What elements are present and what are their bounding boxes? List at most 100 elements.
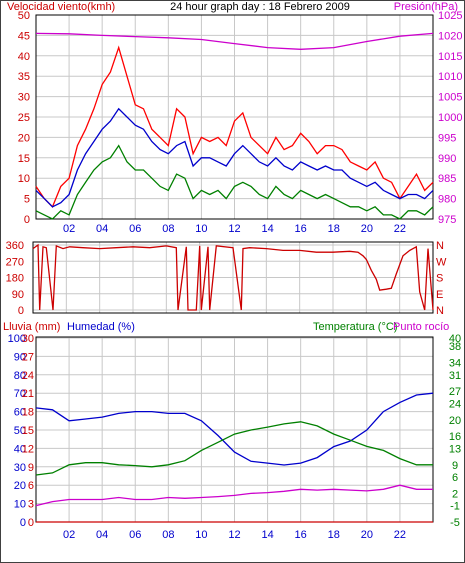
rain-tick-label: 18 [22,407,34,419]
hour-tick-label: 06 [129,529,141,541]
chart-title: 24 hour graph day : 18 Febrero 2009 [170,1,350,13]
hour-tick-label: 18 [328,529,340,541]
humidity-line [35,392,434,466]
temperature-tick-label: 24 [449,398,461,410]
humidity-tick-label: 40 [14,443,26,455]
pressure-line [35,32,434,50]
pressure-tick-label: 985 [438,173,456,185]
humidity-tick-label: 70 [14,388,26,400]
pressure-axis-title: Presión(hPa) [394,1,458,13]
rain-tick-label: 15 [22,425,34,437]
wind-speed-tick-label: 10 [18,173,30,185]
temperature-tick-label: 20 [449,415,461,427]
rain-axis-title: Lluvia (mm) [3,321,60,333]
wind-speed-tick-label: 50 [18,10,30,22]
direction-degree-label: 0 [18,305,24,317]
direction-compass-label: N [436,305,444,317]
pressure-tick-label: 1015 [438,51,462,63]
pressure-ticks: 975 980 985 990 995 1000 1005 1010 1015 1020 1025 [438,10,462,226]
avg-line [35,107,434,208]
hour-tick-label: 06 [129,223,141,235]
direction-degree-label: 90 [12,289,24,301]
gust-line [35,45,434,208]
pressure-tick-label: 980 [438,194,456,206]
wind-speed-tick-label: 35 [18,71,30,83]
temperature-line [35,421,433,476]
wind-speed-tick-label: 25 [18,112,30,124]
humidity-tick-label: 30 [14,462,26,474]
humidity-series [35,392,434,523]
temperature-tick-label: 9 [452,460,458,472]
direction-degree-label: 180 [6,273,24,285]
temperature-tick-label: 27 [449,386,461,398]
pressure-tick-label: 1020 [438,30,462,42]
hour-tick-label: 22 [394,529,406,541]
direction-degree-label: 360 [6,240,24,252]
min-line [35,144,434,220]
hour-tick-label: 16 [295,529,307,541]
humidity-tick-label: 100 [8,333,26,345]
hour-tick-label: 12 [228,223,240,235]
humidity-temperature-panel: Lluvia (mm) Humedad (%) Temperatura (°C)… [3,321,461,541]
dewpoint-axis-title: Punto rocío [393,321,449,333]
pressure-tick-label: 1000 [438,112,462,124]
dewpoint-line [35,484,433,507]
direction-degree-label: 270 [6,256,24,268]
hour-tick-label: 08 [162,529,174,541]
direction-series [32,243,434,311]
hour-ticks-bottom: 02 04 06 08 10 12 14 16 18 20 22 [63,529,406,541]
temperature-tick-label: -5 [450,517,460,529]
direction-plot-border [32,241,434,314]
hour-tick-label: 12 [228,529,240,541]
temperature-tick-label: 2 [452,488,458,500]
hour-tick-label: 04 [96,529,108,541]
humidity-tick-label: 10 [14,499,26,511]
hour-tick-label: 14 [261,529,273,541]
humidity-tick-label: 60 [14,407,26,419]
direction-compass-label: N [436,240,444,252]
hour-tick-label: 20 [361,529,373,541]
hour-tick-label: 10 [195,223,207,235]
temperature-tick-label: 16 [449,431,461,443]
hour-tick-label: 02 [63,529,75,541]
temperature-tick-label: 40 [449,333,461,345]
rain-tick-label: 24 [22,370,34,382]
hour-tick-label: 18 [328,223,340,235]
pressure-tick-label: 1005 [438,92,462,104]
direction-compass-label: W [436,256,447,268]
hour-tick-label: 22 [394,223,406,235]
direction-compass-label: E [436,289,443,301]
pressure-tick-label: 975 [438,214,456,226]
hour-tick-label: 04 [96,223,108,235]
wind-speed-ticks: 0 5 10 15 20 25 30 35 40 45 50 [18,10,30,226]
direction-line [32,243,434,311]
rain-tick-label: 21 [22,388,34,400]
wind-pressure-panel: Velocidad viento(kmh) 24 hour graph day … [7,1,462,235]
humidity-tick-label: 50 [14,425,26,437]
wind-plot-border [35,14,434,220]
direction-grid [33,242,433,313]
pressure-tick-label: 1010 [438,71,462,83]
direction-compass-label: S [436,273,443,285]
temperature-tick-label: 13 [449,443,461,455]
pressure-tick-label: 995 [438,132,456,144]
pressure-tick-label: 1025 [438,10,462,22]
wind-speed-tick-label: 30 [18,92,30,104]
wind-series [35,32,434,220]
wind-speed-tick-label: 40 [18,51,30,63]
hour-tick-label: 20 [361,223,373,235]
temperature-tick-label: -1 [450,501,460,513]
humidity-axis-title: Humedad (%) [67,321,135,333]
rain-tick-label: 9 [28,462,34,474]
hour-ticks-top: 02 04 06 08 10 12 14 16 18 20 22 [63,223,406,235]
temperature-tick-label: 6 [452,472,458,484]
direction-degree-ticks: 360 270 180 90 0 [6,240,24,317]
temperature-tick-label: 34 [449,358,461,370]
humidity-tick-label: 0 [20,517,26,529]
wind-speed-tick-label: 15 [18,153,30,165]
